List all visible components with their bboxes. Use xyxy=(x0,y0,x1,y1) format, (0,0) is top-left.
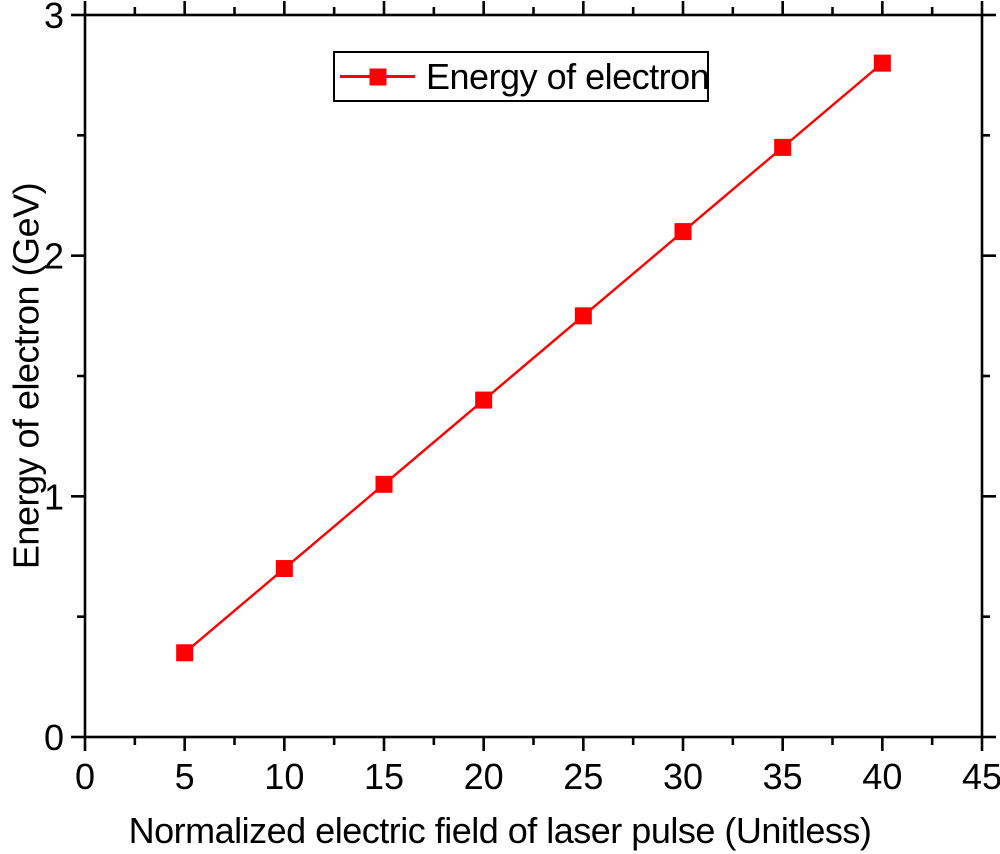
data-point-marker xyxy=(275,560,293,578)
y-axis-title: Energy of electron (GeV) xyxy=(5,182,47,570)
data-point-marker xyxy=(774,138,792,156)
x-tick-label: 20 xyxy=(464,756,504,797)
x-tick-label: 30 xyxy=(663,756,703,797)
data-point-marker xyxy=(176,644,194,662)
y-tick-label: 0 xyxy=(44,717,64,758)
y-tick-label: 2 xyxy=(44,236,64,277)
x-axis-title: Normalized electric field of laser pulse… xyxy=(128,810,872,851)
data-point-marker xyxy=(674,223,692,241)
y-tick-label: 1 xyxy=(44,476,64,517)
data-point-marker xyxy=(475,391,493,409)
legend-square-marker-icon xyxy=(369,68,386,85)
data-point-marker xyxy=(873,54,891,72)
x-tick-label: 35 xyxy=(763,756,803,797)
x-tick-label: 45 xyxy=(962,756,1000,797)
x-tick-label: 0 xyxy=(75,756,95,797)
plot-border xyxy=(83,13,984,739)
x-tick-label: 5 xyxy=(175,756,195,797)
axis-ticks xyxy=(71,1,996,751)
legend-line-sample xyxy=(340,68,415,85)
x-tick-label: 25 xyxy=(563,756,603,797)
legend-series-label: Energy of electron xyxy=(426,55,710,97)
data-point-marker xyxy=(574,307,592,325)
x-tick-label: 40 xyxy=(862,756,902,797)
series-line xyxy=(183,62,884,654)
legend: Energy of electron xyxy=(333,51,710,102)
tick-labels: 0 5 10 15 20 25 30 35 40 45 0 1 2 3 xyxy=(44,0,1000,797)
x-tick-label: 10 xyxy=(264,756,304,797)
data-point-marker xyxy=(375,475,393,493)
y-tick-label: 3 xyxy=(44,0,64,36)
x-tick-label: 15 xyxy=(364,756,404,797)
